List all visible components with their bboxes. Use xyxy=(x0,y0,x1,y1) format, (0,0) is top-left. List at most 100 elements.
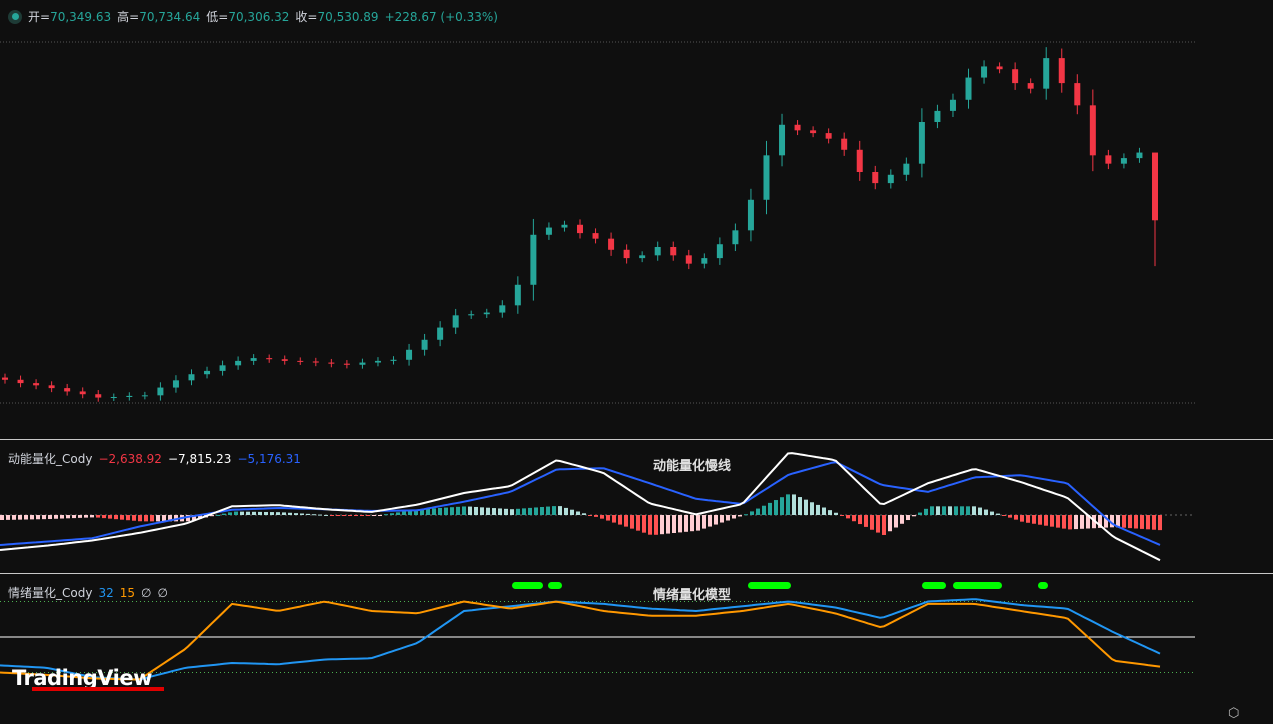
momentum-histogram-bar xyxy=(234,511,238,515)
pane-separator[interactable] xyxy=(0,439,1273,440)
pane-separator[interactable] xyxy=(0,573,1273,574)
momentum-histogram-bar xyxy=(1020,515,1024,522)
symbol-status-icon[interactable] xyxy=(8,9,22,24)
momentum-histogram-bar xyxy=(90,515,94,518)
momentum-histogram-bar xyxy=(282,512,286,515)
momentum-histogram-bar xyxy=(876,515,880,533)
momentum-histogram-bar xyxy=(486,507,490,515)
momentum-histogram-bar xyxy=(114,515,118,520)
candle-body xyxy=(188,374,195,381)
candle-body xyxy=(343,363,350,365)
candle-body xyxy=(328,362,335,364)
sentiment-orange-line xyxy=(0,600,1161,681)
candle-body xyxy=(1074,83,1081,106)
momentum-histogram-bar xyxy=(636,515,640,531)
momentum-indicator-name[interactable]: 动能量化_Cody xyxy=(8,452,93,466)
momentum-histogram-bar xyxy=(498,508,502,515)
momentum-legend[interactable]: 动能量化_Cody −2,638.92 −7,815.23 −5,176.31 xyxy=(8,450,301,467)
high-value: 70,734.64 xyxy=(139,10,201,24)
candle-body xyxy=(33,383,40,386)
momentum-histogram-bar xyxy=(702,515,706,529)
momentum-histogram-bar xyxy=(198,515,202,519)
momentum-histogram-bar xyxy=(1140,515,1144,529)
momentum-histogram-bar xyxy=(288,512,292,515)
candle-body xyxy=(1012,69,1019,84)
momentum-histogram-bar xyxy=(588,515,592,516)
momentum-histogram-bar xyxy=(576,511,580,515)
momentum-histogram-bar xyxy=(366,515,370,516)
momentum-histogram-bar xyxy=(960,506,964,515)
candle-body xyxy=(996,66,1003,70)
momentum-histogram-bar xyxy=(0,515,4,520)
candle-body xyxy=(359,362,366,365)
momentum-histogram-bar xyxy=(894,515,898,528)
candle-body xyxy=(172,380,179,388)
momentum-histogram-bar xyxy=(942,506,946,515)
momentum-histogram-bar xyxy=(1056,515,1060,528)
candle-body xyxy=(918,122,925,164)
momentum-histogram-bar xyxy=(246,511,250,515)
momentum-histogram-bar xyxy=(990,511,994,515)
tradingview-logo[interactable]: TradingView xyxy=(12,666,164,691)
momentum-histogram-bar xyxy=(210,515,214,517)
momentum-histogram-bar xyxy=(564,507,568,515)
momentum-histogram-bar xyxy=(660,515,664,535)
momentum-histogram-bar xyxy=(492,508,496,515)
candle-body xyxy=(204,370,211,375)
momentum-histogram-bar xyxy=(726,515,730,521)
sentiment-signal-bar xyxy=(922,582,946,589)
momentum-histogram-bar xyxy=(648,515,652,535)
candle-body xyxy=(887,174,894,184)
close-value: 70,530.89 xyxy=(317,10,379,24)
momentum-histogram-bar xyxy=(606,515,610,521)
momentum-histogram-bar xyxy=(1122,515,1126,528)
momentum-histogram-bar xyxy=(768,502,772,515)
low-value: 70,306.32 xyxy=(228,10,290,24)
momentum-histogram-bar xyxy=(984,509,988,515)
momentum-histogram-bar xyxy=(420,509,424,515)
momentum-histogram-bar xyxy=(18,515,22,520)
momentum-histogram-bar xyxy=(1152,515,1156,530)
momentum-histogram-bar xyxy=(654,515,658,535)
candle-body xyxy=(297,360,304,362)
candle-body xyxy=(157,387,164,396)
candle-body xyxy=(126,395,133,397)
momentum-histogram-bar xyxy=(300,513,304,515)
momentum-histogram-bar xyxy=(630,515,634,529)
momentum-histogram-bar xyxy=(342,515,346,516)
candle-body xyxy=(219,365,226,371)
momentum-histogram-bar xyxy=(120,515,124,520)
momentum-histogram-bar xyxy=(642,515,646,533)
momentum-histogram-bar xyxy=(378,515,382,516)
candle-body xyxy=(514,284,521,306)
momentum-histogram-bar xyxy=(1068,515,1072,530)
settings-icon[interactable]: ⬡ xyxy=(1228,706,1240,721)
momentum-histogram-bar xyxy=(162,515,166,522)
momentum-histogram-bar xyxy=(1158,515,1162,531)
momentum-histogram-bar xyxy=(324,514,328,516)
momentum-histogram-bar xyxy=(900,515,904,524)
low-label: 低= xyxy=(206,10,229,24)
ohlc-legend: 开=70,349.63 高=70,734.64 低=70,306.32 收=70… xyxy=(8,8,498,25)
momentum-histogram-bar xyxy=(78,515,82,518)
momentum-histogram-bar xyxy=(150,515,154,522)
sentiment-legend[interactable]: 情绪量化_Cody 32 15 ∅ ∅ xyxy=(8,584,168,601)
sentiment-indicator-name[interactable]: 情绪量化_Cody xyxy=(8,586,93,600)
candle-body xyxy=(95,394,102,398)
momentum-histogram-bar xyxy=(222,513,226,515)
candle-body xyxy=(1152,152,1158,221)
momentum-histogram-bar xyxy=(30,515,34,520)
momentum-histogram-bar xyxy=(258,511,262,515)
candle-body xyxy=(841,138,848,150)
momentum-annotation: 动能量化慢线 xyxy=(653,459,732,474)
momentum-histogram-bar xyxy=(966,506,970,515)
momentum-histogram-bar xyxy=(504,508,508,515)
momentum-histogram-bar xyxy=(1038,515,1042,525)
momentum-histogram-bar xyxy=(1086,515,1090,529)
momentum-histogram-bar xyxy=(594,515,598,517)
momentum-histogram-bar xyxy=(528,507,532,515)
candle-body xyxy=(266,358,273,360)
momentum-histogram-bar xyxy=(540,507,544,515)
candle-body xyxy=(1136,152,1143,159)
